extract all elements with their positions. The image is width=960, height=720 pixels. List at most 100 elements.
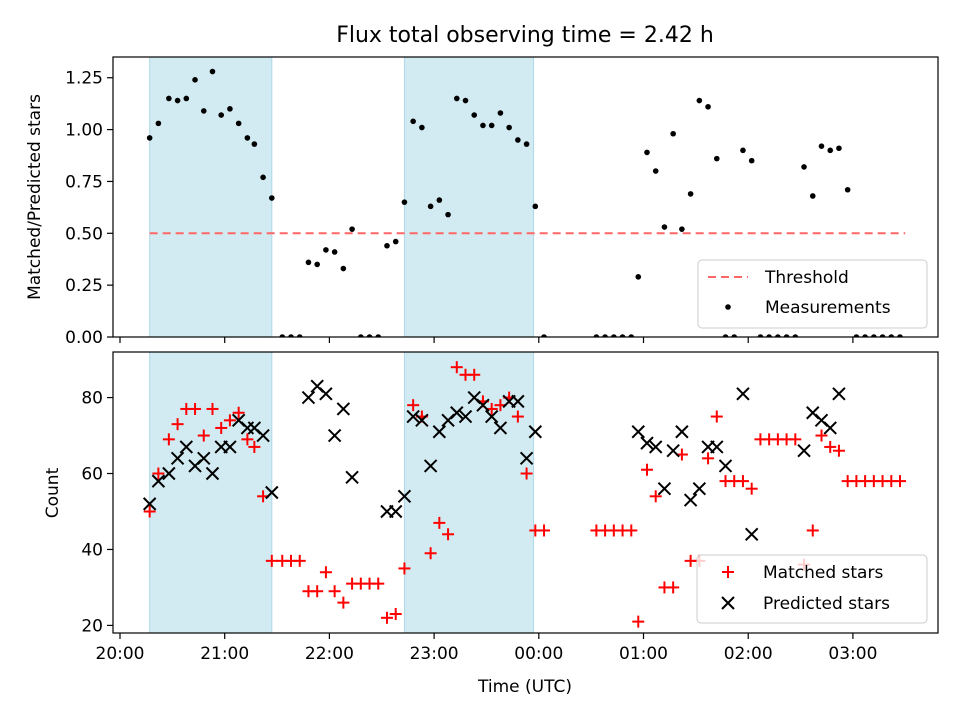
measurement-point xyxy=(853,334,860,337)
predicted-star-point xyxy=(450,406,464,420)
y-tick-label: 20 xyxy=(81,616,103,636)
predicted-star-point xyxy=(718,459,733,473)
predicted-star-point xyxy=(657,481,672,496)
predicted-star-point xyxy=(179,440,194,454)
measurement-point xyxy=(515,137,521,143)
predicted-star-point xyxy=(256,428,270,443)
matched-star-point xyxy=(468,368,481,381)
measurement-point xyxy=(497,110,504,116)
measurement-point xyxy=(827,147,834,154)
measurement-point xyxy=(766,334,772,337)
x-tick-label: 22:00 xyxy=(305,644,354,664)
measurement-point xyxy=(410,118,416,125)
matched-star-point xyxy=(424,547,437,560)
matched-star-point xyxy=(265,554,278,567)
matched-star-point xyxy=(632,615,645,628)
matched-star-point xyxy=(433,516,446,529)
predicted-star-point xyxy=(736,387,750,401)
measurement-point xyxy=(862,334,868,337)
x-tick-label: 00:00 xyxy=(514,644,563,664)
measurement-point xyxy=(419,124,425,131)
matched-star-point xyxy=(640,463,653,476)
measurement-point xyxy=(879,334,886,337)
measurement-point xyxy=(227,106,233,112)
measurement-point xyxy=(218,112,225,118)
shaded-interval xyxy=(403,57,535,337)
matched-star-point xyxy=(450,361,463,374)
predicted-star-point xyxy=(162,466,176,481)
matched-star-point xyxy=(789,433,802,446)
measurement-point xyxy=(209,68,216,75)
measurement-point xyxy=(635,274,642,280)
matched-star-point xyxy=(625,524,638,537)
measurement-point xyxy=(679,226,685,232)
measurement-point xyxy=(244,135,251,141)
top-shaded-intervals xyxy=(149,57,535,337)
measurement-point xyxy=(670,130,676,137)
predicted-star-point xyxy=(797,444,811,458)
measurement-point xyxy=(619,334,626,337)
matched-star-point xyxy=(232,406,245,419)
matched-star-point xyxy=(710,410,723,423)
matched-star-point xyxy=(389,608,402,621)
measurement-point xyxy=(748,157,755,164)
measurement-point xyxy=(696,97,703,104)
matched-star-point xyxy=(398,562,411,575)
measurement-point xyxy=(661,224,668,230)
predicted-star-point xyxy=(345,470,359,485)
measurement-point xyxy=(340,265,347,272)
measurement-point xyxy=(480,122,486,129)
x-tick-label: 01:00 xyxy=(619,644,668,664)
matched-star-point xyxy=(215,421,228,434)
x-tick-label: 03:00 xyxy=(828,644,877,664)
measurement-point xyxy=(471,112,478,118)
measurement-point xyxy=(506,124,512,131)
predicted-star-point xyxy=(528,425,543,439)
measurement-point xyxy=(897,334,903,337)
predicted-star-point xyxy=(832,387,846,401)
matched-star-point xyxy=(372,577,385,590)
measurement-point xyxy=(366,334,373,337)
top-y-ticks: 0.00 0.25 0.50 0.75 1.00 1.25 xyxy=(65,69,113,348)
predicted-star-point xyxy=(170,451,185,466)
measurement-point xyxy=(792,334,799,337)
legend-matched-label: Matched stars xyxy=(763,563,883,583)
matched-star-point xyxy=(380,611,393,624)
predicted-star-point xyxy=(432,425,447,439)
measurement-point xyxy=(871,334,877,337)
shaded-interval xyxy=(149,57,273,337)
matched-star-point xyxy=(206,402,219,415)
matched-star-point xyxy=(815,429,828,442)
measurement-point xyxy=(818,143,825,149)
matched-star-points xyxy=(143,361,907,628)
matched-star-point xyxy=(511,410,524,423)
y-tick-label: 1.25 xyxy=(65,69,103,89)
bottom-axes-frame xyxy=(112,351,939,634)
predicted-star-point xyxy=(692,481,707,496)
matched-star-point xyxy=(171,418,184,431)
matched-star-point xyxy=(241,433,254,446)
bottom-panel: 20:00 21:00 22:00 23:00 00:00 01:00 02:00 03:00… xyxy=(43,351,939,697)
matched-star-point xyxy=(337,596,350,609)
predicted-star-point xyxy=(205,466,220,481)
measurement-point xyxy=(296,334,303,337)
measurement-point xyxy=(305,259,312,266)
measurement-point xyxy=(314,261,320,268)
x-tick-label: 21:00 xyxy=(200,644,249,664)
predicted-star-point xyxy=(336,402,351,416)
measurement-point xyxy=(166,95,172,102)
measurement-point xyxy=(384,242,390,249)
predicted-star-point xyxy=(397,489,412,504)
matched-star-point xyxy=(162,433,175,446)
predicted-star-point xyxy=(458,409,473,424)
matched-star-point xyxy=(293,554,306,567)
y-tick-label: 0.25 xyxy=(65,276,103,296)
matched-star-point xyxy=(702,452,715,465)
measurement-point xyxy=(192,77,198,83)
predicted-star-point xyxy=(649,440,663,454)
measurement-point xyxy=(783,334,790,337)
measurement-point xyxy=(349,226,355,232)
measurement-points xyxy=(146,68,903,337)
measurement-point xyxy=(602,334,608,337)
shaded-interval xyxy=(149,352,273,633)
